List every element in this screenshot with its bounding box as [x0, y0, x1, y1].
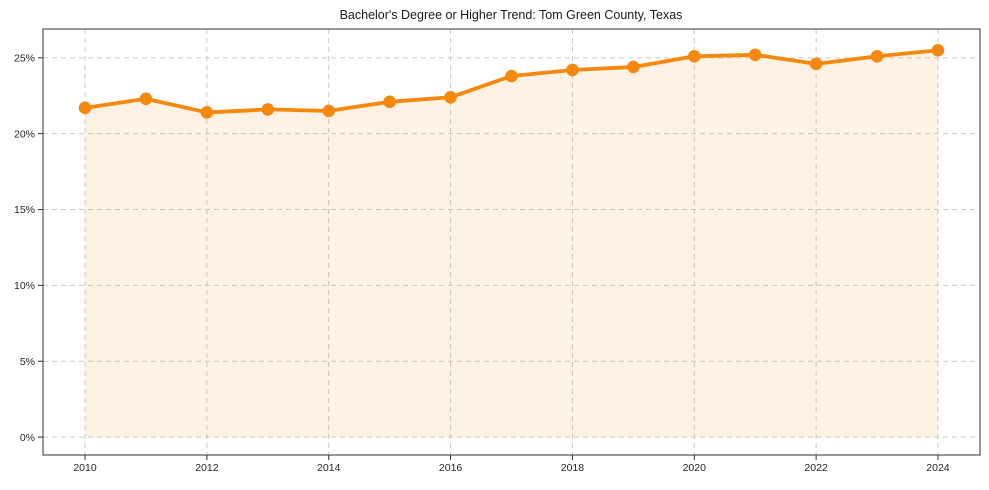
data-point-2023	[870, 50, 884, 63]
axis-ticks-layer	[38, 57, 939, 460]
x-tick-label-2020: 2020	[683, 462, 707, 474]
x-tick-label-2016: 2016	[439, 462, 463, 474]
area-fill-layer	[85, 50, 938, 438]
data-point-2010	[78, 101, 92, 115]
x-tick-label-2022: 2022	[804, 462, 828, 474]
chart-title: Bachelor's Degree or Higher Trend: Tom G…	[340, 8, 683, 22]
area-fill	[85, 50, 938, 438]
x-tick-label-2010: 2010	[73, 462, 97, 474]
data-point-2014	[322, 104, 336, 118]
data-point-2011	[139, 92, 153, 106]
x-tick-label-2024: 2024	[926, 462, 950, 474]
plot-frame	[42, 28, 981, 456]
y-tick-label-0: 0%	[20, 432, 35, 444]
data-point-2018	[566, 63, 579, 77]
axis-labels-layer: 0% 5% 10% 15% 20% 25% 2010 2012 2014 2016 2018 2020…	[14, 52, 950, 474]
plot-frame-layer	[42, 28, 981, 456]
gridlines	[43, 29, 980, 455]
data-point-2020	[687, 50, 701, 63]
data-point-2016	[444, 90, 457, 104]
data-point-2019	[627, 60, 640, 74]
data-point-2013	[261, 103, 275, 116]
y-tick-label-20: 20%	[14, 128, 35, 140]
y-tick-label-25: 25%	[14, 52, 35, 64]
x-tick-label-2018: 2018	[561, 462, 585, 474]
data-point-2017	[505, 69, 518, 83]
data-point-2022	[809, 57, 823, 71]
y-tick-label-10: 10%	[14, 280, 35, 292]
data-point-2024	[931, 43, 945, 57]
data-points-layer	[78, 43, 945, 119]
data-point-2012	[200, 106, 214, 119]
x-tick-label-2012: 2012	[195, 462, 219, 474]
data-point-2015	[383, 95, 396, 109]
x-tick-label-2014: 2014	[317, 462, 341, 474]
y-tick-label-5: 5%	[20, 356, 35, 368]
y-tick-label-15: 15%	[14, 204, 35, 216]
data-point-2021	[748, 48, 762, 62]
